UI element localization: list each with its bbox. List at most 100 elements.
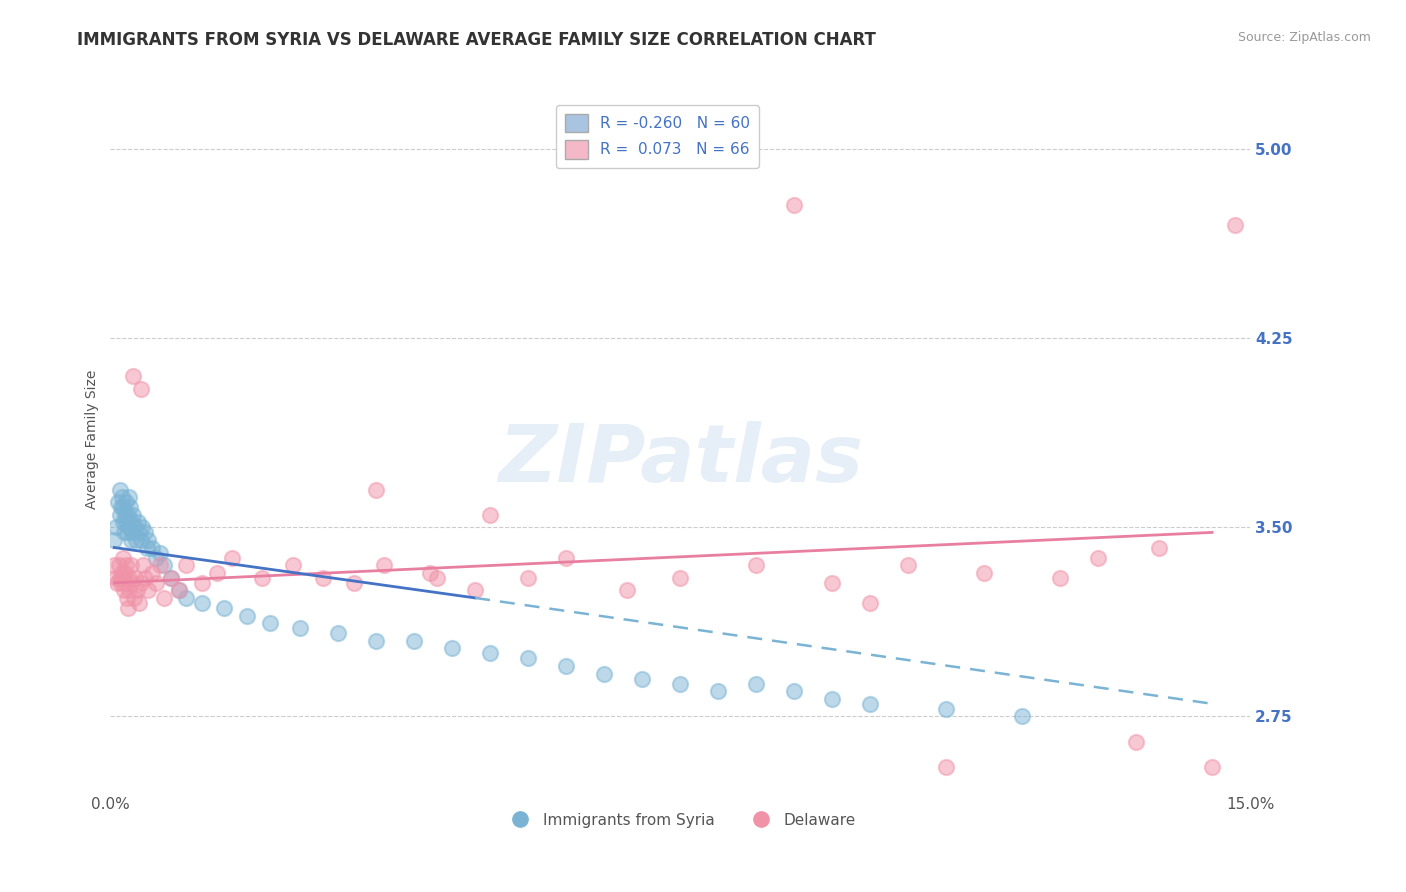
Point: [669, 676, 692, 690]
Point: [190, 575, 212, 590]
Point: [129, 382, 152, 396]
Legend: Immigrants from Syria, Delaware: Immigrants from Syria, Delaware: [499, 806, 862, 834]
Point: [135, 541, 157, 555]
Point: [118, 520, 141, 534]
Point: [1201, 760, 1223, 774]
Point: [111, 516, 134, 530]
Point: [935, 760, 957, 774]
Point: [418, 566, 440, 580]
Point: [124, 520, 146, 534]
Point: [138, 533, 160, 547]
Point: [821, 575, 844, 590]
Point: [117, 490, 139, 504]
Point: [110, 483, 132, 497]
Point: [107, 495, 129, 509]
Point: [112, 500, 135, 515]
Point: [120, 558, 142, 573]
Point: [669, 571, 692, 585]
Point: [120, 533, 142, 547]
Point: [973, 566, 995, 580]
Point: [404, 633, 426, 648]
Point: [145, 550, 167, 565]
Point: [115, 591, 138, 605]
Point: [312, 571, 335, 585]
Point: [821, 691, 844, 706]
Point: [112, 583, 135, 598]
Point: [127, 516, 149, 530]
Point: [176, 558, 198, 573]
Point: [281, 558, 304, 573]
Point: [149, 545, 172, 559]
Text: IMMIGRANTS FROM SYRIA VS DELAWARE AVERAGE FAMILY SIZE CORRELATION CHART: IMMIGRANTS FROM SYRIA VS DELAWARE AVERAG…: [77, 31, 876, 49]
Point: [859, 596, 882, 610]
Point: [128, 525, 150, 540]
Point: [745, 558, 768, 573]
Point: [122, 369, 145, 384]
Point: [479, 508, 502, 522]
Point: [117, 583, 139, 598]
Point: [464, 583, 486, 598]
Point: [290, 621, 312, 635]
Point: [593, 666, 616, 681]
Point: [110, 500, 132, 515]
Point: [112, 571, 135, 585]
Point: [859, 697, 882, 711]
Point: [111, 550, 134, 565]
Point: [125, 533, 148, 547]
Point: [935, 702, 957, 716]
Point: [145, 575, 167, 590]
Text: ZIPatlas: ZIPatlas: [498, 421, 863, 500]
Point: [141, 541, 163, 555]
Point: [152, 558, 174, 573]
Point: [117, 601, 139, 615]
Point: [105, 520, 128, 534]
Point: [117, 508, 139, 522]
Point: [205, 566, 228, 580]
Point: [134, 571, 156, 585]
Point: [128, 596, 150, 610]
Point: [221, 550, 243, 565]
Point: [114, 495, 136, 509]
Point: [122, 591, 145, 605]
Point: [120, 500, 142, 515]
Point: [1011, 709, 1033, 723]
Point: [111, 490, 134, 504]
Point: [441, 641, 464, 656]
Point: [190, 596, 212, 610]
Point: [897, 558, 920, 573]
Point: [783, 684, 806, 698]
Point: [555, 550, 578, 565]
Point: [124, 571, 146, 585]
Point: [783, 198, 806, 212]
Point: [103, 533, 125, 547]
Point: [103, 558, 125, 573]
Point: [108, 508, 131, 522]
Point: [121, 516, 143, 530]
Point: [176, 591, 198, 605]
Point: [114, 508, 136, 522]
Point: [373, 558, 395, 573]
Point: [115, 525, 138, 540]
Point: [517, 571, 540, 585]
Point: [129, 533, 152, 547]
Point: [121, 575, 143, 590]
Point: [1087, 550, 1109, 565]
Point: [160, 571, 183, 585]
Point: [110, 575, 132, 590]
Point: [115, 575, 138, 590]
Point: [167, 583, 190, 598]
Point: [111, 566, 134, 580]
Y-axis label: Average Family Size: Average Family Size: [86, 369, 100, 508]
Text: Source: ZipAtlas.com: Source: ZipAtlas.com: [1237, 31, 1371, 45]
Point: [149, 558, 172, 573]
Point: [131, 520, 153, 534]
Point: [160, 571, 183, 585]
Point: [1125, 734, 1147, 748]
Point: [141, 566, 163, 580]
Point: [122, 508, 145, 522]
Point: [426, 571, 449, 585]
Point: [214, 601, 236, 615]
Point: [115, 516, 138, 530]
Point: [114, 566, 136, 580]
Point: [121, 525, 143, 540]
